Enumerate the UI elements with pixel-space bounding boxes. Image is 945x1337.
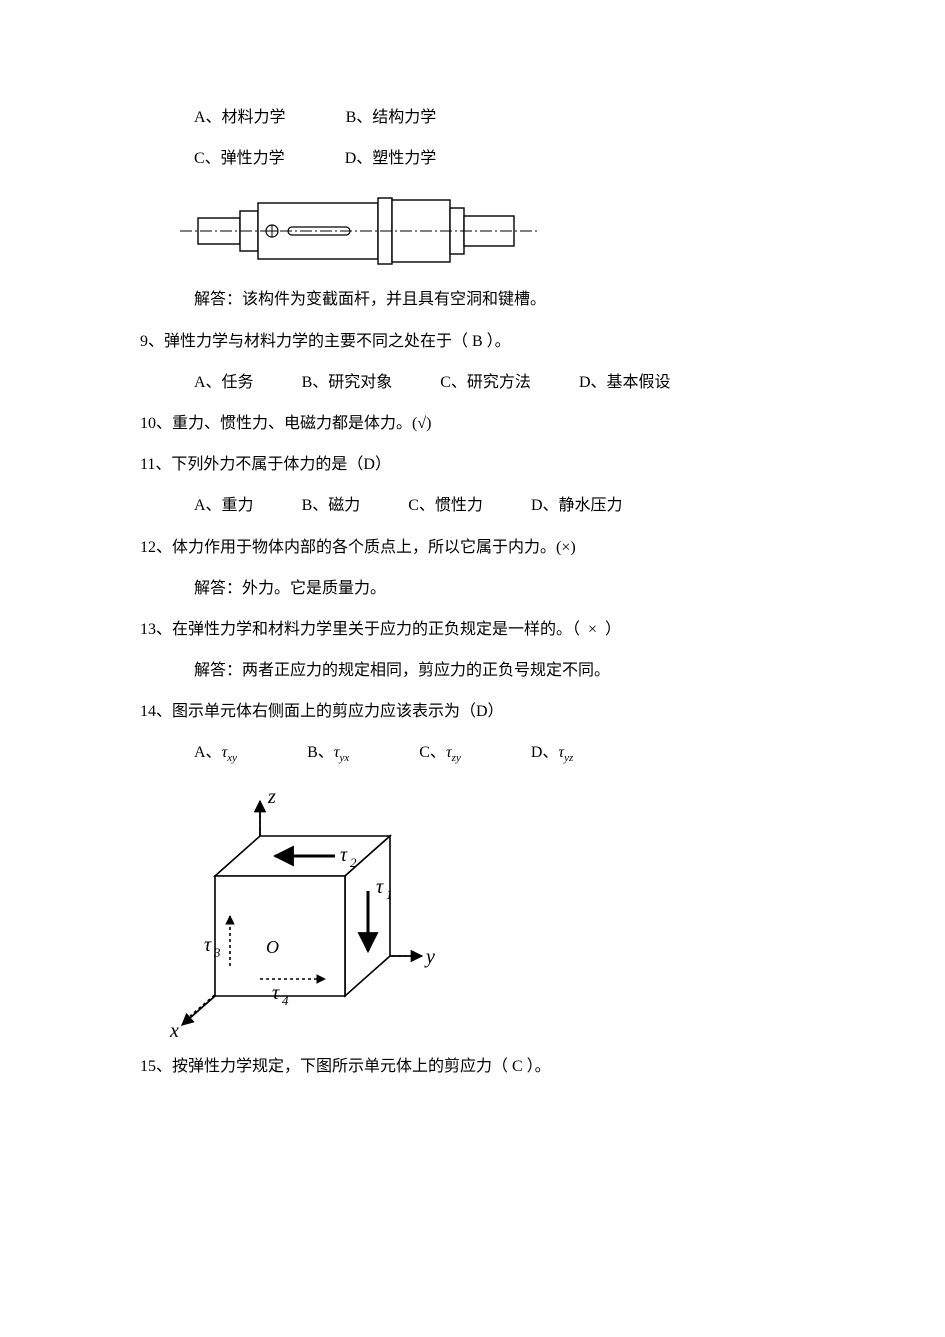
svg-text:τ: τ	[376, 876, 384, 898]
q11-options: A、重力 B、磁力 C、惯性力 D、静水压力	[140, 488, 815, 523]
stem-c: ）	[605, 612, 621, 647]
opt-b: B、磁力	[302, 488, 361, 523]
axis-z-label: z	[267, 786, 276, 808]
figure-cube: z y x O τ 2 τ 1 τ 3 τ 4	[160, 781, 815, 1041]
answer: ×	[580, 612, 605, 647]
opt-c: C、弹性力学	[194, 141, 285, 176]
opt-group: C、弹性力学 D、塑性力学	[194, 141, 436, 176]
opt-a: A、τxy	[194, 735, 237, 770]
q8-options-row1: A、材料力学 B、结构力学	[140, 100, 815, 135]
opt-a: A、重力	[194, 488, 254, 523]
opt-group: A、重力 B、磁力 C、惯性力 D、静水压力	[194, 488, 623, 523]
stem: 9、弹性力学与材料力学的主要不同之处在于（ B ）。	[140, 324, 511, 359]
opt-d: D、基本假设	[579, 365, 671, 400]
svg-text:τ: τ	[204, 934, 212, 956]
opt-d: D、塑性力学	[345, 141, 437, 176]
axis-x-label: x	[169, 1020, 179, 1041]
q10: 10、重力、惯性力、电磁力都是体力。(√)	[140, 406, 815, 441]
opt-c: C、τzy	[419, 735, 461, 770]
explain-text: 解答：外力。它是质量力。	[194, 571, 386, 606]
stem: 15、按弹性力学规定，下图所示单元体上的剪应力（ C ）。	[140, 1049, 551, 1084]
opt-group: A、材料力学 B、结构力学	[194, 100, 436, 135]
stem-a: 13、在弹性力学和材料力学里关于应力的正负规定是一样的。（	[140, 612, 580, 647]
q9-stem: 9、弹性力学与材料力学的主要不同之处在于（ B ）。	[140, 324, 815, 359]
opt-a: A、任务	[194, 365, 254, 400]
stem: 12、体力作用于物体内部的各个质点上，所以它属于内力。(×)	[140, 530, 576, 565]
opt-d: D、静水压力	[531, 488, 623, 523]
opt-b: B、研究对象	[302, 365, 393, 400]
stem: 10、重力、惯性力、电磁力都是体力。(√)	[140, 406, 431, 441]
q11-stem: 11、下列外力不属于体力的是（D）	[140, 447, 815, 482]
svg-text:τ: τ	[272, 982, 280, 1004]
opt-group: A、任务 B、研究对象 C、研究方法 D、基本假设	[194, 365, 671, 400]
opt-b: B、结构力学	[346, 100, 437, 135]
svg-text:3: 3	[213, 945, 221, 960]
opt-a: A、材料力学	[194, 100, 286, 135]
svg-text:1: 1	[386, 887, 393, 902]
opt-b: B、τyx	[307, 735, 349, 770]
q8-explain: 解答：该构件为变截面杆，并且具有空洞和键槽。	[140, 282, 815, 317]
svg-text:2: 2	[350, 855, 357, 870]
svg-text:τ: τ	[340, 844, 348, 866]
q12-explain: 解答：外力。它是质量力。	[140, 571, 815, 606]
axis-y-label: y	[424, 946, 435, 968]
q8-options-row2: C、弹性力学 D、塑性力学	[140, 141, 815, 176]
figure-shaft	[180, 186, 815, 276]
opt-d: D、τyz	[531, 735, 573, 770]
opt-c: C、惯性力	[408, 488, 483, 523]
q15-stem: 15、按弹性力学规定，下图所示单元体上的剪应力（ C ）。	[140, 1049, 815, 1084]
origin-label: O	[266, 937, 279, 957]
opt-c: C、研究方法	[440, 365, 531, 400]
q9-options: A、任务 B、研究对象 C、研究方法 D、基本假设	[140, 365, 815, 400]
q14-options: A、τxy B、τyx C、τzy D、τyz	[140, 735, 815, 770]
q14-stem: 14、图示单元体右侧面上的剪应力应该表示为（D）	[140, 694, 815, 729]
stem: 11、下列外力不属于体力的是（D）	[140, 447, 391, 482]
svg-text:4: 4	[282, 993, 289, 1008]
explain-text: 解答：两者正应力的规定相同，剪应力的正负号规定不同。	[194, 653, 610, 688]
stem: 14、图示单元体右侧面上的剪应力应该表示为（D）	[140, 694, 504, 729]
q12-stem: 12、体力作用于物体内部的各个质点上，所以它属于内力。(×)	[140, 530, 815, 565]
q13-explain: 解答：两者正应力的规定相同，剪应力的正负号规定不同。	[140, 653, 815, 688]
q13-stem: 13、在弹性力学和材料力学里关于应力的正负规定是一样的。（ × ）	[140, 612, 815, 647]
explain-text: 解答：该构件为变截面杆，并且具有空洞和键槽。	[194, 282, 546, 317]
opt-group: A、τxy B、τyx C、τzy D、τyz	[194, 735, 573, 770]
